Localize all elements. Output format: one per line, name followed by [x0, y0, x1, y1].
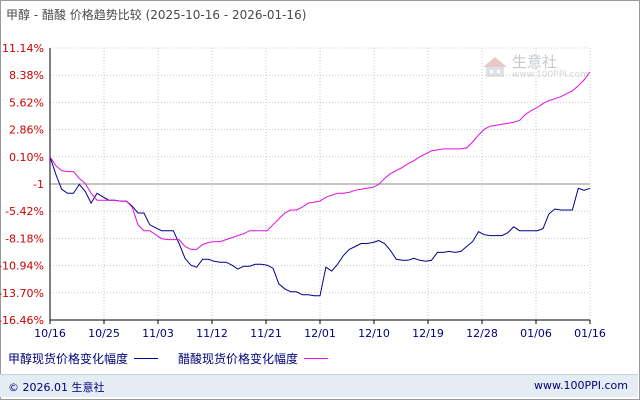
x-tick-label: 12/19: [412, 327, 444, 340]
legend-entry-series-2: 醋酸现货价格变化幅度: [178, 350, 329, 367]
x-tick-label: 12/10: [358, 327, 390, 340]
y-tick-label: -1: [33, 178, 44, 191]
watermark-brand: 生意社: [512, 53, 558, 71]
axes: [49, 48, 591, 324]
legend-entry-series-1: 甲醇现货价格变化幅度: [8, 350, 159, 367]
x-tick-label: 10/25: [88, 327, 120, 340]
y-tick-label: -8.18%: [5, 232, 44, 245]
x-tick-label: 12/01: [304, 327, 336, 340]
x-tick-label: 10/16: [34, 327, 66, 340]
x-tick-label: 11/03: [142, 327, 174, 340]
y-tick-labels: 11.14% 8.38% 5.62% 2.86% 0.10% -1 -5.42% -8.18%…: [0, 42, 44, 327]
series-line-2: [49, 71, 591, 250]
x-tick-label: 11/21: [250, 327, 282, 340]
y-tick-label: 0.10%: [9, 151, 44, 164]
y-tick-label: -10.94%: [0, 260, 44, 273]
watermark: 生意社 www.100PPI.com: [482, 54, 589, 80]
legend: 甲醇现货价格变化幅度 醋酸现货价格变化幅度: [8, 350, 348, 367]
watermark-url: www.100PPI.com: [512, 70, 589, 80]
house-logo-icon: [483, 57, 507, 77]
x-tick-label: 01/06: [520, 327, 552, 340]
legend-line-series-2: [304, 358, 329, 359]
x-tick-label: 11/12: [196, 327, 228, 340]
footer-copyright: © 2026.01 生意社: [8, 381, 105, 394]
footer-site-link[interactable]: www.100PPI.com: [534, 379, 628, 392]
chart-title: 甲醇 - 醋酸 价格趋势比较 (2025-10-16 - 2026-01-16): [6, 8, 307, 22]
x-tick-label: 12/28: [466, 327, 498, 340]
series-lines: [49, 71, 591, 297]
y-tick-label: 11.14%: [2, 42, 44, 55]
y-tick-label: 2.86%: [9, 124, 44, 137]
legend-label-series-1: 甲醇现货价格变化幅度: [8, 352, 129, 366]
footer-bar: © 2026.01 生意社 www.100PPI.com: [0, 374, 638, 397]
y-tick-label: -16.46%: [0, 314, 44, 327]
y-tick-label: -13.70%: [0, 287, 44, 300]
grid-lines: [49, 47, 591, 321]
x-tick-label: 01/16: [574, 327, 606, 340]
y-tick-label: 8.38%: [9, 69, 44, 82]
x-tick-labels: 10/16 10/25 11/03 11/12 11/21 12/01 12/10 12/19…: [34, 327, 606, 340]
y-tick-label: 5.62%: [9, 96, 44, 109]
y-tick-label: -5.42%: [5, 205, 44, 218]
legend-label-series-2: 醋酸现货价格变化幅度: [178, 352, 299, 366]
series-line-1: [49, 156, 591, 297]
legend-line-series-1: [134, 358, 159, 359]
